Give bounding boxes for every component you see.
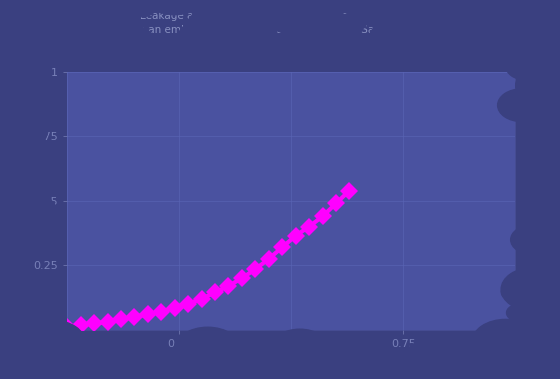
Text: Leakage associated with an open interconnect defect
on an embedded microprocesso: Leakage associated with an open intercon… <box>132 11 428 34</box>
